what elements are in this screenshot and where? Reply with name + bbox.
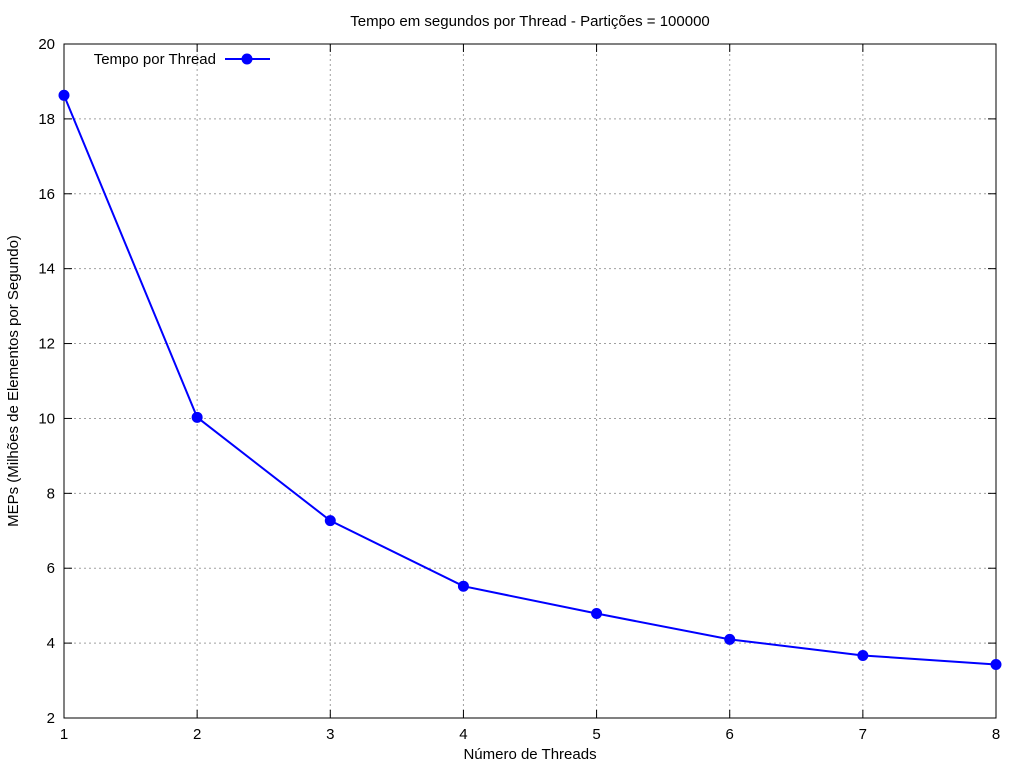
data-point	[724, 633, 736, 645]
x-tick-label: 3	[326, 726, 334, 743]
y-tick-label: 18	[38, 111, 55, 128]
legend: Tempo por Thread	[94, 51, 270, 68]
y-tick-label: 12	[38, 336, 55, 353]
y-tick-label: 2	[47, 710, 55, 727]
series-layer	[58, 89, 1002, 670]
y-tick-label: 4	[47, 635, 55, 652]
data-point	[990, 658, 1002, 670]
y-tick-label: 14	[38, 261, 55, 278]
x-tick-label: 2	[193, 726, 201, 743]
y-tick-label: 10	[38, 410, 55, 427]
x-tick-label: 4	[459, 726, 467, 743]
x-tick-label: 8	[992, 726, 1000, 743]
x-axis-label: Número de Threads	[463, 746, 596, 763]
data-point	[591, 608, 603, 620]
y-tick-label: 8	[47, 485, 55, 502]
data-point	[191, 411, 203, 423]
x-tick-label: 5	[592, 726, 600, 743]
plot-frame	[63, 43, 997, 719]
data-point	[58, 89, 70, 101]
legend-label: Tempo por Thread	[94, 51, 216, 68]
y-tick-label: 20	[38, 36, 55, 53]
legend-marker	[241, 53, 253, 65]
data-point	[324, 515, 336, 527]
chart-title: Tempo em segundos por Thread - Partições…	[350, 13, 710, 30]
y-axis-label: MEPs (Milhões de Elementos por Segundo)	[5, 235, 22, 527]
x-tick-label: 1	[60, 726, 68, 743]
x-tick-label: 7	[859, 726, 867, 743]
data-point	[857, 649, 869, 661]
y-tick-label: 6	[47, 560, 55, 577]
x-tick-label: 6	[726, 726, 734, 743]
grid-lines	[64, 44, 996, 718]
series-line	[63, 94, 997, 666]
y-tick-label: 16	[38, 186, 55, 203]
data-point	[457, 580, 469, 592]
